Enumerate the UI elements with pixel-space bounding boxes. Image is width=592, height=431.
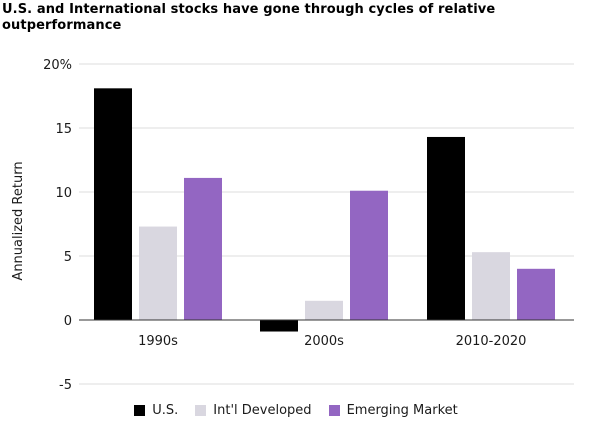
legend-item: Emerging Market: [328, 403, 458, 418]
y-tick-label: -5: [59, 378, 72, 393]
y-axis-label: Annualized Return: [11, 161, 26, 280]
bar-u-s--2000s: [260, 320, 298, 332]
legend-swatch: [328, 405, 340, 416]
bar-int-l-developed-1990s: [139, 226, 177, 320]
bar-emerging-market-1990s: [184, 177, 222, 320]
legend-item: Int'l Developed: [195, 403, 312, 418]
y-tick-label: 10: [55, 186, 72, 201]
y-tick-label: 15: [55, 122, 72, 137]
y-tick-label: 5: [64, 250, 72, 265]
bar-emerging-market-2000s: [350, 190, 388, 320]
chart-title: U.S. and International stocks have gone …: [2, 2, 496, 33]
legend-item: U.S.: [134, 403, 178, 418]
y-tick-labels: -5 0 5 10 15 20%: [43, 58, 72, 393]
legend-label: Emerging Market: [346, 403, 458, 418]
x-tick-label: 1990s: [138, 334, 178, 349]
legend-label: Int'l Developed: [213, 403, 312, 418]
x-tick-label: 2000s: [304, 334, 344, 349]
bar-chart: -5 0 5 10 15 20% 1990s 2000s 2010-2020 Annualiz…: [11, 58, 574, 393]
legend-label: U.S.: [152, 403, 179, 418]
bar-int-l-developed-2010-2020: [472, 252, 510, 320]
x-tick-labels: 1990s 2000s 2010-2020: [138, 334, 526, 349]
y-tick-label: 0: [64, 314, 72, 329]
bar-u-s--1990s: [94, 88, 132, 320]
y-tick-label: 20%: [43, 58, 72, 73]
bar-emerging-market-2010-2020: [517, 268, 555, 320]
bars: [94, 88, 555, 332]
x-tick-label: 2010-2020: [456, 334, 527, 349]
legend: U.S. Int'l Developed Emerging Market: [0, 403, 592, 418]
bar-int-l-developed-2000s: [305, 300, 343, 320]
bar-u-s--2010-2020: [427, 136, 465, 320]
legend-swatch: [134, 405, 146, 416]
legend-swatch: [195, 405, 207, 416]
